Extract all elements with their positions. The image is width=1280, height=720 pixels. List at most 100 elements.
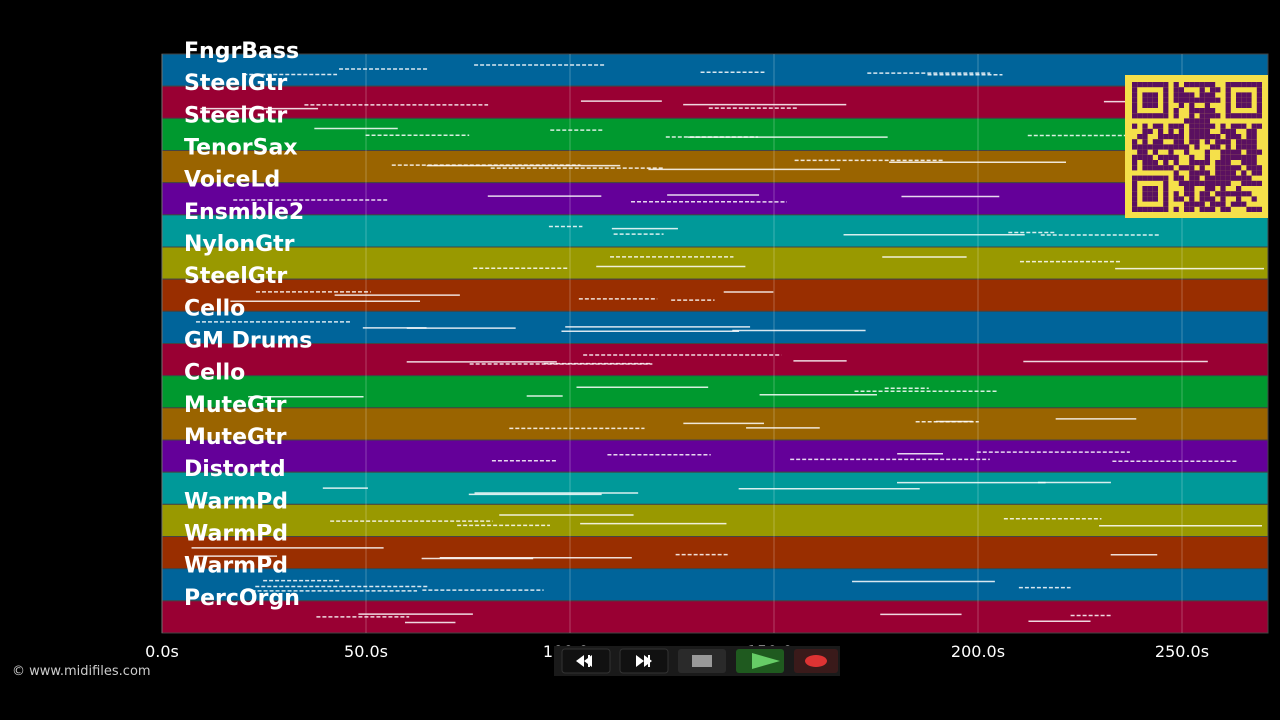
track-labels: FngrBass SteelGtr SteelGtr TenorSax VoiceLd E… — [184, 39, 312, 611]
notes — [191, 64, 1264, 624]
qr-cell — [1246, 175, 1252, 181]
qr-cell — [1204, 170, 1210, 176]
qr-cell — [1199, 123, 1205, 129]
track-label: SteelGtr — [184, 264, 287, 289]
qr-cell — [1168, 123, 1174, 129]
time-tick-label: 50.0s — [344, 642, 388, 661]
qr-cell — [1132, 206, 1138, 212]
qr-cell — [1236, 175, 1242, 181]
time-tick-label: 250.0s — [1155, 642, 1209, 661]
qr-cell — [1147, 82, 1153, 88]
qr-cell — [1246, 149, 1252, 155]
qr-cell — [1251, 139, 1257, 145]
qr-cell — [1184, 191, 1190, 197]
qr-cell — [1189, 165, 1195, 171]
qr-cell — [1194, 82, 1200, 88]
track-label: TenorSax — [184, 136, 298, 161]
qr-cell — [1132, 108, 1138, 114]
qr-cell — [1241, 175, 1247, 181]
qr-cell — [1142, 97, 1148, 103]
qr-cell — [1230, 191, 1236, 197]
qr-cell — [1163, 160, 1169, 166]
qr-cell — [1236, 102, 1242, 108]
qr-cell — [1236, 97, 1242, 103]
record-button[interactable] — [794, 649, 838, 673]
qr-cell — [1189, 97, 1195, 103]
qr-cell — [1236, 196, 1242, 202]
qr-cell — [1210, 113, 1216, 119]
qr-cell — [1251, 206, 1257, 212]
qr-cell — [1210, 123, 1216, 129]
qr-cell — [1215, 87, 1221, 93]
lane — [161, 536, 1269, 570]
qr-cell — [1137, 82, 1143, 88]
lane — [161, 117, 1269, 152]
qr-cell — [1225, 175, 1231, 181]
qr-cell — [1163, 113, 1169, 119]
qr-cell — [1147, 160, 1153, 166]
qr-cell — [1152, 186, 1158, 192]
qr-cell — [1168, 144, 1174, 150]
qr-cell — [1163, 82, 1169, 88]
qr-cell — [1132, 144, 1138, 150]
qr-cell — [1158, 82, 1164, 88]
qr-cell — [1158, 134, 1164, 140]
qr-cell — [1204, 102, 1210, 108]
qr-cell — [1184, 149, 1190, 155]
qr-cell — [1178, 144, 1184, 150]
qr-cell — [1204, 82, 1210, 88]
track-label: WarmPd — [184, 489, 288, 514]
qr-cell — [1142, 186, 1148, 192]
qr-cell — [1236, 165, 1242, 171]
qr-cell — [1173, 175, 1179, 181]
stop-button[interactable] — [678, 649, 726, 673]
qr-cell — [1236, 123, 1242, 129]
qr-cell — [1178, 175, 1184, 181]
qr-cell — [1236, 149, 1242, 155]
qr-cell — [1168, 165, 1174, 171]
qr-cell — [1236, 134, 1242, 140]
qr-cell — [1241, 201, 1247, 207]
qr-cell — [1173, 82, 1179, 88]
qr-cell — [1142, 196, 1148, 202]
qr-cell — [1199, 92, 1205, 98]
qr-cell — [1173, 196, 1179, 202]
qr-cell — [1204, 160, 1210, 166]
qr-cell — [1184, 165, 1190, 171]
qr-cell — [1204, 92, 1210, 98]
qr-cell — [1236, 191, 1242, 197]
qr-cell — [1189, 160, 1195, 166]
forward-button[interactable] — [619, 648, 669, 674]
qr-cell — [1246, 113, 1252, 119]
track-label: SteelGtr — [184, 71, 287, 96]
qr-cell — [1189, 180, 1195, 186]
qr-cell — [1251, 144, 1257, 150]
qr-cell — [1142, 113, 1148, 119]
qr-cell — [1158, 144, 1164, 150]
qr-cell — [1256, 102, 1262, 108]
qr-cell — [1152, 191, 1158, 197]
rewind-button[interactable] — [561, 648, 611, 674]
qr-cell — [1184, 118, 1190, 124]
qr-cell — [1220, 201, 1226, 207]
qr-cell — [1251, 154, 1257, 160]
qr-cell — [1142, 160, 1148, 166]
lane — [161, 182, 1269, 216]
qr-cell — [1142, 139, 1148, 145]
qr-cell — [1210, 201, 1216, 207]
qr-cell — [1142, 123, 1148, 129]
qr-cell — [1230, 123, 1236, 129]
qr-cell — [1241, 191, 1247, 197]
qr-cell — [1220, 191, 1226, 197]
qr-cell — [1210, 144, 1216, 150]
qr-cell — [1225, 165, 1231, 171]
qr-cell — [1246, 144, 1252, 150]
qr-cell — [1251, 165, 1257, 171]
qr-cell — [1184, 92, 1190, 98]
qr-cell — [1189, 186, 1195, 192]
qr-cell — [1204, 180, 1210, 186]
play-button[interactable] — [736, 649, 784, 673]
qr-cell — [1241, 97, 1247, 103]
qr-cell — [1178, 165, 1184, 171]
qr-cell — [1230, 175, 1236, 181]
